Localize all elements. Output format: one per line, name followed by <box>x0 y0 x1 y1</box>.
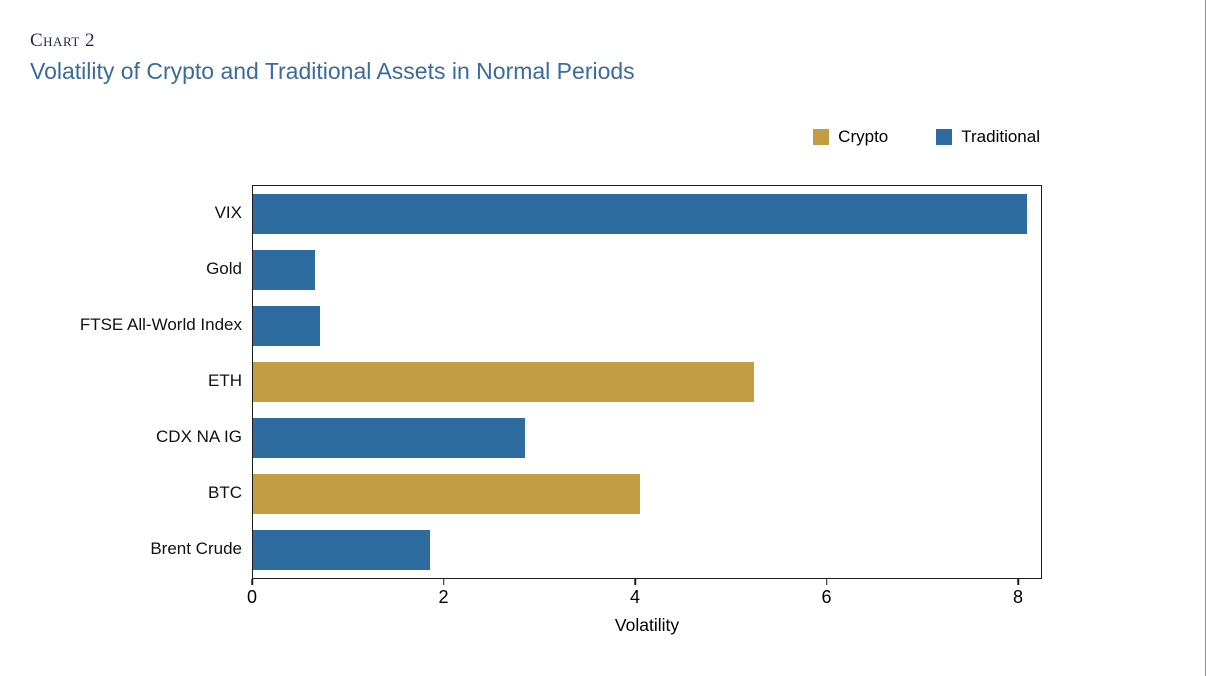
x-tick-label-6: 6 <box>821 587 832 607</box>
bar-btc <box>253 474 640 514</box>
category-label-cdx-na-ig: CDX NA IG <box>156 427 242 446</box>
x-tick-mark-4 <box>634 579 636 585</box>
category-labels: VIX Gold FTSE All-World Index ETH CDX NA IG B… <box>30 185 252 636</box>
chart-kicker: Chart 2 <box>30 30 96 51</box>
x-axis-label: Volatility <box>614 615 680 635</box>
bar-cdx-na-ig <box>253 418 526 458</box>
legend-label-crypto: Crypto <box>838 127 889 146</box>
x-tick-label-4: 4 <box>630 587 641 607</box>
bar-ftse-all-world-index <box>253 306 320 346</box>
legend-item-crypto: Crypto <box>813 127 888 147</box>
plot-area <box>252 185 1042 579</box>
x-tick-label-0: 0 <box>246 587 258 607</box>
legend-swatch-traditional <box>936 129 953 145</box>
bar-chart: VIX Gold FTSE All-World Index ETH CDX NA IG B… <box>30 185 1205 636</box>
x-tick-mark-0 <box>251 579 253 585</box>
legend-label-traditional: Traditional <box>961 127 1040 146</box>
legend-item-traditional: Traditional <box>936 127 1040 147</box>
bar-vix <box>253 194 1027 234</box>
bar-gold <box>253 250 316 290</box>
category-label-vix: VIX <box>214 203 242 222</box>
bar-brent-crude <box>253 530 430 570</box>
bar-eth <box>253 362 755 402</box>
x-tick-mark-6 <box>825 579 828 585</box>
x-tick-mark-8 <box>1017 579 1019 585</box>
legend: Crypto Traditional <box>30 127 1040 147</box>
category-label-gold: Gold <box>206 259 242 278</box>
x-tick-mark-2 <box>442 579 445 585</box>
x-tick-label-2: 2 <box>438 587 449 607</box>
legend-swatch-crypto <box>813 129 830 145</box>
plot-area-wrap: 0 2 4 6 8 Volatility <box>247 185 1042 636</box>
x-tick-label-8: 8 <box>1013 587 1024 607</box>
category-label-ftse-all-world-index: FTSE All-World Index <box>79 315 242 334</box>
chart-title: Volatility of Crypto and Traditional Ass… <box>30 58 635 84</box>
category-label-eth: ETH <box>208 371 242 390</box>
category-label-btc: BTC <box>208 483 242 502</box>
category-label-brent-crude: Brent Crude <box>150 539 242 558</box>
x-axis-ticks: 0 2 4 6 8 <box>247 579 1042 609</box>
